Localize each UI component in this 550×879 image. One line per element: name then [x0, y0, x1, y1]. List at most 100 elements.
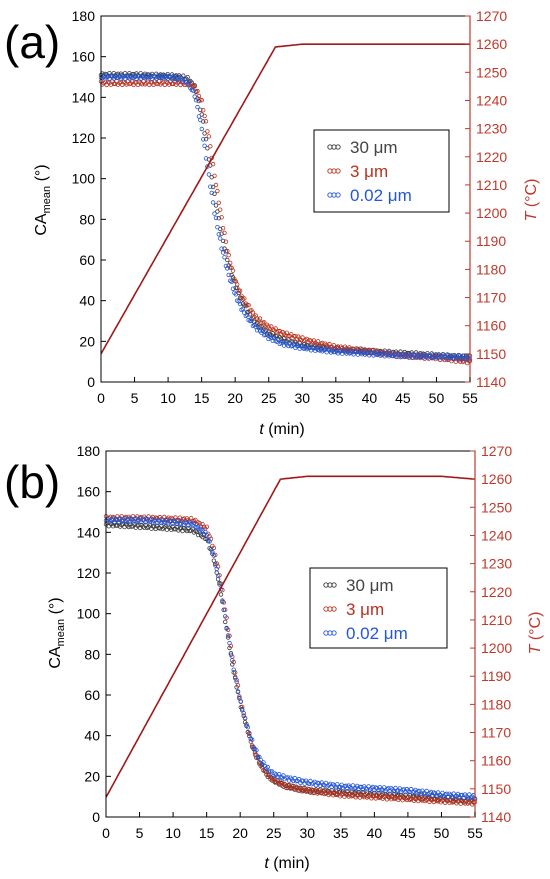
- data-point: [217, 236, 223, 241]
- data-point: [391, 796, 397, 801]
- data-point: [111, 81, 116, 86]
- data-point: [223, 239, 229, 244]
- data-point: [114, 75, 119, 80]
- data-point: [185, 74, 190, 80]
- data-point: [235, 683, 241, 688]
- series-3: [98, 72, 473, 362]
- x-tick-label: 40: [362, 390, 378, 406]
- data-point: [222, 255, 227, 260]
- data-point: [212, 173, 217, 178]
- y2-tick-label: 1190: [476, 233, 506, 249]
- data-point: [227, 260, 233, 266]
- data-point: [268, 769, 273, 774]
- data-point: [220, 225, 226, 231]
- data-point: [269, 769, 275, 774]
- data-point: [207, 539, 212, 544]
- data-point: [309, 787, 314, 792]
- data-point: [278, 779, 283, 784]
- data-point: [213, 203, 219, 208]
- y-tick-label: 20: [84, 768, 100, 784]
- data-point: [225, 248, 230, 254]
- y-tick-label: 120: [72, 130, 96, 146]
- x-axis-label: t (min): [264, 855, 309, 872]
- data-point: [206, 172, 212, 177]
- y2-tick-label: 1220: [476, 149, 507, 165]
- legend-entry: 0.02 μm: [327, 186, 412, 205]
- legend-entry: 30 μm: [323, 576, 394, 595]
- data-point: [169, 81, 175, 87]
- data-point: [235, 689, 241, 694]
- x-axis-label: t (min): [259, 421, 304, 438]
- data-point: [281, 773, 286, 778]
- x-tick-label: 10: [160, 390, 176, 406]
- data-point: [202, 131, 207, 136]
- series-1: [98, 70, 473, 362]
- data-point: [216, 232, 221, 237]
- y2-axis: 1140 1150 1160 1170 1180 1190 1200 1210 1220 1230…: [465, 8, 507, 390]
- data-point: [226, 252, 231, 258]
- y2-tick-label: 1220: [481, 584, 512, 600]
- data-point: [219, 215, 224, 220]
- data-point: [208, 184, 213, 189]
- data-point: [240, 306, 246, 312]
- data-point: [171, 527, 177, 532]
- data-point: [241, 711, 246, 716]
- panel-b: (b) 0 5 10 15 20 25 30 35 40 45 50 55 0 20 40 60 80 100 1…: [4, 443, 544, 872]
- data-point: [119, 518, 124, 524]
- data-point: [210, 184, 216, 190]
- data-point: [196, 524, 201, 529]
- data-point: [220, 598, 225, 603]
- y2-tick-label: 1210: [476, 177, 507, 193]
- legend-label: 0.02 μm: [346, 624, 408, 643]
- data-point: [215, 573, 221, 579]
- legend-marker: [331, 606, 337, 612]
- data-point: [315, 339, 321, 344]
- data-point: [246, 303, 251, 308]
- x-tick-label: 10: [165, 825, 181, 841]
- data-point: [192, 84, 197, 89]
- data-point: [432, 355, 437, 360]
- data-point: [331, 349, 336, 355]
- data-point: [333, 792, 339, 797]
- data-point: [215, 224, 220, 230]
- y2-tick-label: 1230: [476, 121, 507, 137]
- y2-tick-label: 1250: [481, 499, 512, 515]
- x-tick-label: 15: [199, 825, 215, 841]
- temperature-series: [105, 475, 476, 798]
- legend-label: 30 μm: [346, 576, 394, 595]
- temperature-line: [105, 475, 476, 798]
- y2-tick-label: 1230: [481, 556, 512, 572]
- data-point: [217, 207, 223, 212]
- data-point: [228, 652, 234, 657]
- y2-tick-label: 1140: [481, 809, 511, 825]
- legend-marker: [335, 144, 341, 150]
- x-tick-label: 25: [266, 825, 282, 841]
- y-axis-label: CAmean (°): [33, 164, 53, 235]
- series-3: [103, 516, 478, 801]
- y2-tick-label: 1180: [481, 696, 511, 712]
- data-point: [216, 200, 221, 205]
- data-point: [262, 320, 267, 325]
- data-point: [242, 715, 248, 721]
- legend-entry: 30 μm: [327, 138, 398, 157]
- data-point: [249, 737, 255, 742]
- temperature-line: [100, 43, 470, 355]
- y-tick-label: 120: [77, 565, 101, 581]
- data-point: [247, 730, 252, 736]
- data-point: [247, 318, 253, 324]
- data-point: [205, 146, 210, 151]
- y2-tick-label: 1170: [476, 290, 506, 306]
- y-tick-label: 140: [77, 524, 101, 540]
- data-point: [191, 88, 196, 93]
- x-tick-label: 55: [467, 825, 483, 841]
- data-point: [357, 784, 363, 790]
- x-tick-label: 40: [367, 825, 383, 841]
- x-tick-label: 15: [194, 390, 210, 406]
- y-tick-label: 0: [92, 809, 100, 825]
- data-point: [294, 343, 300, 348]
- x-tick-label: 35: [333, 825, 349, 841]
- data-point: [140, 517, 146, 522]
- data-point: [230, 286, 236, 291]
- y-tick-label: 160: [77, 484, 101, 500]
